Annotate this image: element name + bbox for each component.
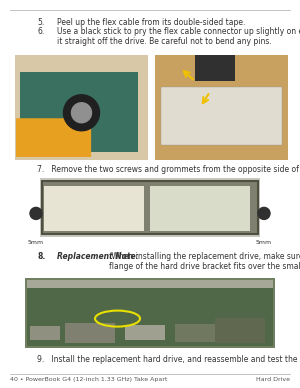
- Text: When installing the replacement drive, make sure the center
flange of the hard d: When installing the replacement drive, m…: [109, 252, 300, 271]
- Circle shape: [30, 208, 42, 219]
- Text: Use a black stick to pry the flex cable connector up slightly on each side, and : Use a black stick to pry the flex cable …: [57, 27, 300, 47]
- Bar: [40, 178, 260, 237]
- Text: 7.   Remove the two screws and grommets from the opposite side of the drive.: 7. Remove the two screws and grommets fr…: [37, 165, 300, 174]
- Bar: [161, 87, 282, 145]
- FancyBboxPatch shape: [16, 118, 91, 157]
- Text: Replacement Note:: Replacement Note:: [57, 252, 139, 261]
- Bar: [155, 55, 288, 160]
- Text: 40 • PowerBook G4 (12-inch 1.33 GHz) Take Apart: 40 • PowerBook G4 (12-inch 1.33 GHz) Tak…: [10, 377, 167, 382]
- Text: Hard Drive: Hard Drive: [256, 377, 290, 382]
- Circle shape: [71, 103, 92, 123]
- Circle shape: [64, 95, 100, 131]
- Bar: [150, 186, 250, 231]
- Bar: [65, 323, 115, 343]
- Bar: [20, 72, 138, 152]
- Text: 6.: 6.: [37, 27, 44, 36]
- Text: 8.: 8.: [37, 252, 45, 261]
- Text: 5mm: 5mm: [28, 240, 44, 245]
- Bar: [215, 318, 265, 343]
- Bar: [175, 324, 255, 342]
- Bar: [25, 278, 275, 348]
- Bar: [44, 186, 144, 231]
- Text: 9.   Install the replacement hard drive, and reassemble and test the computer.: 9. Install the replacement hard drive, a…: [37, 355, 300, 364]
- Bar: [15, 55, 148, 160]
- Bar: [27, 280, 273, 288]
- Circle shape: [258, 208, 270, 219]
- Bar: [195, 55, 235, 81]
- Bar: [27, 284, 273, 346]
- Bar: [125, 325, 165, 340]
- Bar: [42, 181, 258, 234]
- Bar: [30, 326, 60, 340]
- Text: 5.: 5.: [37, 18, 44, 27]
- Text: 5mm: 5mm: [256, 240, 272, 245]
- Text: Peel up the flex cable from its double-sided tape.: Peel up the flex cable from its double-s…: [57, 18, 245, 27]
